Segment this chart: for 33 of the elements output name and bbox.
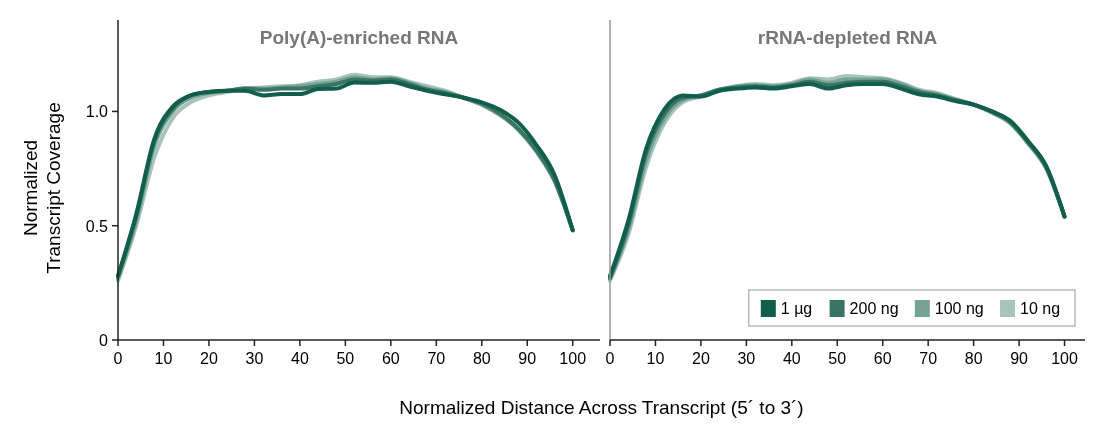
x-tick-label: 0 — [605, 350, 615, 367]
y-axis-title: Normalized Transcript Coverage — [19, 102, 64, 274]
x-tick-label: 80 — [472, 350, 491, 367]
x-tick-label: 80 — [964, 350, 983, 367]
legend-label: 10 ng — [1020, 300, 1061, 317]
x-tick-label: 100 — [1051, 350, 1078, 367]
y-tick-label: 1.0 — [85, 103, 109, 121]
x-tick-label: 10 — [154, 350, 173, 367]
x-tick-label: 70 — [919, 350, 938, 367]
chart-title: Poly(A)-enriched RNA — [259, 27, 459, 48]
x-tick-label: 40 — [290, 350, 309, 367]
x-tick-label: 100 — [559, 350, 587, 367]
y-tick-label: 0 — [99, 332, 109, 349]
x-tick-label: 20 — [692, 350, 710, 367]
x-tick-label: 30 — [737, 350, 756, 367]
x-tick-label: 70 — [427, 350, 446, 367]
x-tick-label: 50 — [336, 350, 355, 367]
chart-title: rRNA-depleted RNA — [757, 27, 938, 48]
legend-label: 1 µg — [780, 300, 813, 317]
legend-label: 100 ng — [934, 300, 984, 317]
x-tick-label: 50 — [828, 350, 847, 367]
x-tick-label: 0 — [113, 350, 123, 367]
x-axis-title: Normalized Distance Across Transcript (5´ to 3´) — [399, 397, 804, 418]
y-tick-label: 0.5 — [85, 217, 109, 235]
x-tick-label: 90 — [1010, 350, 1029, 367]
x-tick-label: 90 — [518, 350, 537, 367]
x-tick-label: 40 — [782, 350, 801, 367]
x-tick-label: 20 — [200, 350, 218, 367]
x-tick-label: 10 — [646, 350, 665, 367]
x-tick-label: 60 — [381, 350, 400, 367]
x-tick-label: 60 — [873, 350, 892, 367]
x-tick-label: 30 — [245, 350, 264, 367]
legend-label: 200 ng — [849, 300, 899, 317]
